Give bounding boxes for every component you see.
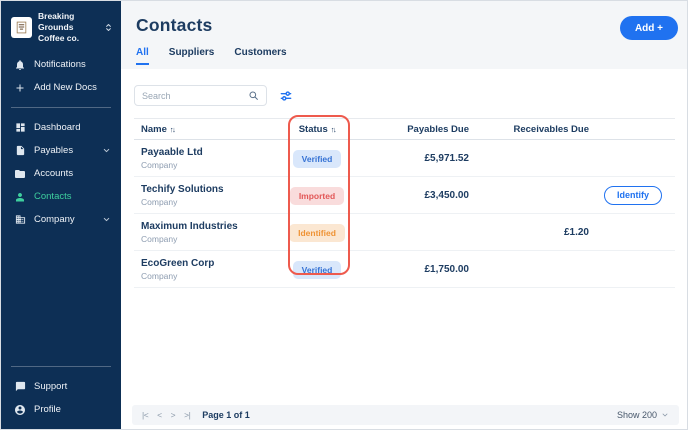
status-badge: Imported [289,186,345,205]
table-toolbar [134,85,675,106]
sidebar-item-label: Support [34,381,68,392]
contact-name: Maximum Industries [141,220,238,232]
table-row[interactable]: Techify Solutions Company Imported £3,450.0… [134,177,675,214]
identify-button[interactable]: Identify [603,185,662,205]
last-page-button[interactable]: >| [184,410,191,420]
sidebar-item-label: Profile [34,404,61,415]
sidebar-item-dashboard[interactable]: Dashboard [1,116,121,139]
sidebar-spacer [1,231,121,358]
first-page-button[interactable]: |< [142,410,149,420]
sidebar-quick-nav: Notifications Add New Docs [1,53,121,99]
dashboard-icon [14,122,26,134]
sort-icon: ↑↓ [169,124,176,134]
pagination-bar: |< < > >| Page 1 of 1 Show 200 [132,405,679,425]
add-contact-button[interactable]: Add + [619,16,678,40]
sidebar-item-company[interactable]: Company [1,208,121,231]
payables-due-value: £5,971.52 [424,152,470,164]
sidebar: Breaking Grounds Coffee co. Notifications… [1,1,121,429]
document-icon [14,145,26,157]
sidebar-item-label: Contacts [34,191,72,203]
sidebar-item-profile[interactable]: Profile [1,398,121,421]
building-icon [14,214,26,226]
prev-page-button[interactable]: < [157,410,162,420]
filter-sliders-icon[interactable] [279,89,293,103]
column-header-payables-due: Payables Due [407,123,469,135]
sidebar-footer-nav: Support Profile [1,375,121,429]
contact-name: Techify Solutions [141,183,224,195]
contact-type: Company [141,233,178,244]
chat-icon [14,381,26,393]
sidebar-item-label: Company [34,214,75,226]
column-header-name[interactable]: Name ↑↓ [141,123,176,135]
account-circle-icon [14,404,26,416]
folder-icon [14,168,26,180]
payables-due-value: £1,750.00 [424,263,470,275]
org-logo [11,17,32,39]
table-body: Payaable Ltd Company Verified £5,971.52 Tech… [134,140,675,288]
column-header-receivables-due: Receivables Due [513,123,589,135]
sidebar-main-nav: Dashboard Payables Accounts Contacts Company [1,116,121,231]
search-icon [248,90,259,101]
chevron-down-icon [102,146,111,155]
sidebar-item-add-new-docs[interactable]: Add New Docs [1,76,121,99]
contact-type: Company [141,270,178,281]
payables-due-value: £3,450.00 [424,189,470,201]
sidebar-item-notifications[interactable]: Notifications [1,53,121,76]
sidebar-item-label: Add New Docs [34,82,97,94]
plus-icon [14,82,26,94]
status-badge: Identified [289,223,345,242]
org-name: Breaking Grounds Coffee co. [38,11,80,44]
sidebar-item-support[interactable]: Support [1,375,121,398]
contacts-table: Name ↑↓ Status ↑↓ Payables Due Receivables Du… [134,118,675,288]
table-header-row: Name ↑↓ Status ↑↓ Payables Due Receivables Du… [134,118,675,140]
main-panel: Contacts All Suppliers Customers Add + Nam… [121,1,687,429]
bell-icon [14,59,26,71]
search-input[interactable] [142,90,248,101]
sidebar-item-label: Notifications [34,59,86,71]
sidebar-item-label: Dashboard [34,122,81,134]
page-indicator: Page 1 of 1 [202,410,250,420]
page-size-select[interactable]: Show 200 [617,410,669,420]
status-badge: Verified [292,149,342,168]
sidebar-divider [11,366,111,367]
sidebar-item-contacts[interactable]: Contacts [1,185,121,208]
sidebar-item-payables[interactable]: Payables [1,139,121,162]
table-row[interactable]: EcoGreen Corp Company Verified £1,750.00 [134,251,675,288]
chevron-down-icon [102,215,111,224]
table-row[interactable]: Payaable Ltd Company Verified £5,971.52 [134,140,675,177]
sidebar-divider [11,107,111,109]
contact-type: Company [141,159,178,170]
org-switcher[interactable]: Breaking Grounds Coffee co. [1,1,121,53]
next-page-button[interactable]: > [170,410,176,420]
table-row[interactable]: Maximum Industries Company Identified £1.20 [134,214,675,251]
status-badge: Verified [292,260,342,279]
contact-type: Company [141,196,178,207]
content-area: Name↑↓ Status↑↓ Payables Due Receivables Du… [121,69,687,429]
contact-name: Payaable Ltd [141,146,203,158]
tab-suppliers[interactable]: Suppliers [168,47,215,58]
person-icon [14,191,26,203]
chevron-updown-icon [104,22,113,33]
sidebar-item-label: Payables [34,145,74,157]
sidebar-item-label: Accounts [34,168,74,180]
page-title: Contacts [136,15,213,35]
tab-all[interactable]: All [136,47,149,65]
page-size-label: Show 200 [616,410,657,420]
chevron-down-icon [662,413,668,417]
contact-name: EcoGreen Corp [141,257,215,269]
search-box [134,85,267,106]
contact-tabs: All Suppliers Customers [136,47,687,65]
tab-customers[interactable]: Customers [234,47,287,58]
column-header-status[interactable]: Status ↑↓ [298,123,337,135]
sort-icon: ↑↓ [330,124,337,134]
receivables-due-value: £1.20 [563,226,589,238]
page-header: Contacts All Suppliers Customers Add + [121,1,687,69]
sidebar-item-accounts[interactable]: Accounts [1,162,121,185]
